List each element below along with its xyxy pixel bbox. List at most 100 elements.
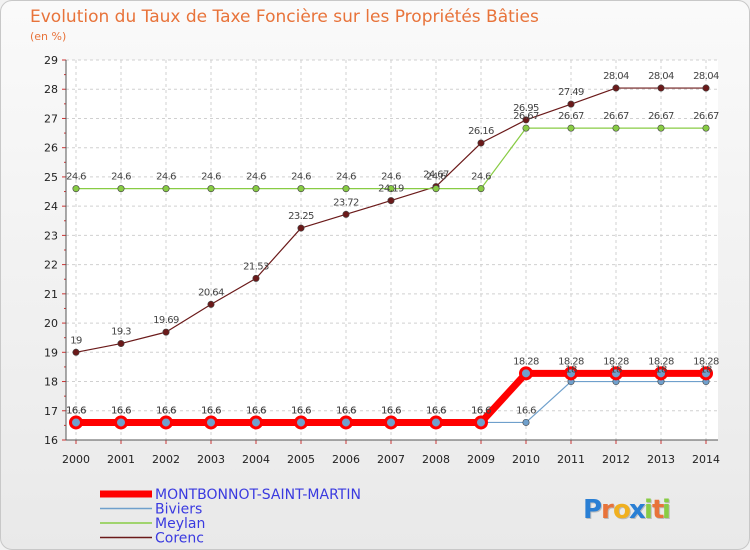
y-tick-label: 22 — [44, 259, 58, 272]
data-labels: 1919.319.6920.6421.5323.2523.7224.1924.6… — [66, 71, 720, 416]
series-layer — [69, 84, 713, 430]
data-label-biviers: 16.6 — [381, 405, 401, 416]
legend-label-biviers: Biviers — [155, 502, 202, 518]
data-point-meylan — [387, 185, 395, 193]
data-point-corenc — [567, 100, 575, 108]
data-label-meylan: 26.67 — [558, 111, 584, 122]
data-label-meylan: 24.6 — [381, 172, 401, 183]
data-point-corenc — [387, 197, 395, 205]
legend-label-meylan: Meylan — [155, 516, 205, 532]
data-label-corenc: 19.3 — [111, 327, 131, 338]
data-label-meylan: 24.6 — [471, 172, 491, 183]
y-tick-label: 27 — [44, 112, 58, 125]
data-point-corenc — [477, 139, 485, 147]
logo-letter-shadow: o — [614, 496, 632, 526]
data-label-corenc: 28.04 — [648, 71, 674, 82]
data-label-montbonnot-saint-martin: 18.28 — [603, 356, 629, 367]
data-point-montbonnot-saint-martin — [294, 415, 308, 430]
x-tick-label: 2005 — [287, 453, 315, 466]
y-tick-label: 20 — [44, 317, 58, 330]
data-point-meylan — [162, 185, 170, 193]
data-label-montbonnot-saint-martin: 16.6 — [66, 405, 86, 416]
data-point-montbonnot-saint-martin — [609, 366, 623, 381]
data-point-meylan — [567, 124, 575, 132]
data-label-montbonnot-saint-martin: 16.6 — [246, 405, 266, 416]
logo-letter-shadow: P — [584, 496, 603, 526]
x-tick-label: 2002 — [152, 453, 180, 466]
data-label-biviers: 18 — [565, 365, 577, 376]
data-point-meylan — [657, 124, 665, 132]
logo-letter-shadow: i — [645, 496, 654, 526]
data-point-montbonnot-saint-martin — [204, 415, 218, 430]
data-label-corenc: 23.25 — [288, 211, 314, 222]
x-tick-label: 2003 — [197, 453, 225, 466]
logo-letter-shadow: x — [630, 496, 647, 526]
data-point-meylan — [432, 185, 440, 193]
data-label-meylan: 24.6 — [66, 172, 86, 183]
y-tick-label: 25 — [44, 171, 58, 184]
series-corenc — [72, 84, 710, 356]
data-label-corenc: 26.16 — [468, 126, 494, 137]
data-label-meylan: 24.6 — [201, 172, 221, 183]
data-point-montbonnot-saint-martin — [249, 415, 263, 430]
data-label-biviers: 16.6 — [66, 405, 86, 416]
data-point-meylan — [522, 124, 530, 132]
y-tick-label: 24 — [44, 200, 58, 213]
data-point-meylan — [207, 185, 215, 193]
legend-label-montbonnot-saint-martin: MONTBONNOT-SAINT-MARTIN — [155, 487, 361, 503]
logo-letter: t — [652, 495, 664, 525]
series-meylan — [72, 124, 710, 193]
data-label-biviers: 16.6 — [336, 405, 356, 416]
data-label-montbonnot-saint-martin: 16.6 — [291, 405, 311, 416]
x-tick-label: 2006 — [332, 453, 360, 466]
data-label-montbonnot-saint-martin: 16.6 — [471, 405, 491, 416]
data-point-meylan — [252, 185, 260, 193]
data-point-meylan — [702, 124, 710, 132]
data-label-meylan: 26.67 — [513, 111, 539, 122]
data-point-montbonnot-saint-martin — [699, 366, 713, 381]
x-tick-label: 2011 — [557, 453, 585, 466]
legend: MONTBONNOT-SAINT-MARTINBiviersMeylanCore… — [100, 487, 361, 547]
x-tick-label: 2000 — [62, 453, 90, 466]
data-point-biviers — [522, 418, 530, 426]
legend-label-corenc: Corenc — [155, 531, 204, 547]
logo-letter: P — [583, 495, 602, 525]
data-label-biviers: 16.6 — [201, 405, 221, 416]
data-label-corenc: 20.64 — [198, 287, 224, 298]
logo-letter-shadow: t — [653, 496, 665, 526]
data-point-montbonnot-saint-martin — [339, 415, 353, 430]
data-label-corenc: 23.72 — [333, 197, 359, 208]
data-label-meylan: 26.67 — [603, 111, 629, 122]
data-point-meylan — [297, 185, 305, 193]
data-label-biviers: 16.6 — [156, 405, 176, 416]
x-tick-label: 2007 — [377, 453, 405, 466]
data-point-corenc — [702, 84, 710, 92]
y-tick-label: 28 — [44, 83, 58, 96]
x-tick-label: 2014 — [692, 453, 720, 466]
logo-letter: o — [613, 495, 631, 525]
data-label-meylan: 24.6 — [246, 172, 266, 183]
data-label-corenc: 19.69 — [153, 315, 179, 326]
data-label-biviers: 16.6 — [246, 405, 266, 416]
data-label-biviers: 18 — [610, 365, 622, 376]
chart-title: Evolution du Taux de Taxe Foncière sur l… — [30, 7, 539, 27]
data-label-corenc: 19 — [70, 335, 82, 346]
data-point-corenc — [522, 116, 530, 124]
data-label-montbonnot-saint-martin: 16.6 — [111, 405, 131, 416]
data-label-montbonnot-saint-martin: 18.28 — [648, 356, 674, 367]
x-tick-label: 2009 — [467, 453, 495, 466]
data-label-corenc: 28.04 — [603, 71, 629, 82]
data-label-biviers: 18 — [700, 365, 712, 376]
data-label-corenc: 28.04 — [693, 71, 719, 82]
y-tick-label: 21 — [44, 288, 58, 301]
data-point-corenc — [657, 84, 665, 92]
logo-letter-shadow: i — [663, 496, 672, 526]
data-point-montbonnot-saint-martin — [429, 415, 443, 430]
series-montbonnot-saint-martin — [69, 366, 713, 430]
data-label-biviers: 16.6 — [516, 405, 536, 416]
chart-subtitle: (en %) — [30, 30, 66, 43]
x-tick-label: 2010 — [512, 453, 540, 466]
x-tick-label: 2012 — [602, 453, 630, 466]
